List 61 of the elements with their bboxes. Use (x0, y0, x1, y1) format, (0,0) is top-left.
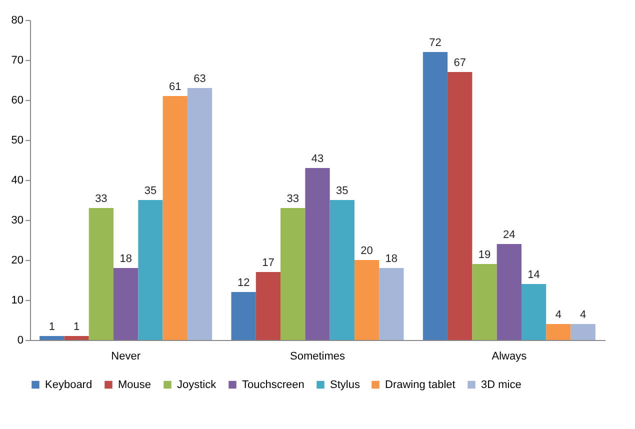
data-label: 18 (385, 253, 398, 265)
data-label: 17 (262, 257, 274, 269)
data-label: 4 (555, 309, 562, 321)
bar (472, 264, 497, 340)
data-label: 61 (168, 81, 182, 93)
bar (187, 88, 212, 340)
data-label: 67 (454, 57, 466, 69)
bar (280, 208, 306, 340)
data-label: 18 (120, 253, 132, 265)
bar (64, 336, 89, 340)
legend-label: Keyboard (45, 378, 92, 391)
data-label: 33 (286, 193, 299, 205)
legend-label: Joystick (177, 378, 217, 391)
legend-label: 3D mice (481, 378, 522, 391)
legend-label: Touchscreen (242, 378, 304, 391)
bar (379, 268, 404, 340)
legend-label: Mouse (118, 378, 152, 391)
data-label: 14 (528, 269, 540, 281)
y-tick-label: 0 (17, 334, 24, 346)
data-label: 43 (311, 153, 324, 165)
bar (138, 200, 163, 340)
x-tick-label: Sometimes (290, 350, 346, 362)
data-label: 63 (194, 73, 206, 85)
bar (162, 96, 188, 340)
y-tick-label: 70 (11, 54, 24, 66)
x-tick-label: Never (111, 350, 141, 362)
bar (521, 284, 546, 340)
data-label: 72 (429, 37, 442, 49)
bar (305, 168, 330, 340)
y-tick-label: 80 (11, 14, 24, 26)
data-label: 24 (503, 229, 516, 241)
y-tick-label: 20 (11, 254, 24, 266)
bar (354, 260, 380, 340)
bar (330, 200, 354, 340)
data-label: 35 (336, 185, 348, 197)
bar (88, 208, 114, 340)
bar (422, 52, 448, 340)
bar (114, 268, 138, 340)
data-label: 35 (144, 185, 157, 197)
data-label: 1 (73, 321, 80, 333)
x-tick-label: Always (492, 350, 528, 362)
data-label: 12 (237, 277, 250, 289)
y-tick-label: 10 (11, 294, 24, 306)
y-tick-label: 30 (11, 214, 24, 226)
data-label: 20 (360, 245, 373, 257)
bar (256, 272, 281, 340)
data-label: 19 (478, 249, 491, 261)
y-tick-label: 60 (11, 94, 24, 106)
bar (231, 292, 256, 340)
y-tick-label: 50 (11, 134, 24, 146)
data-label: 1 (48, 321, 55, 333)
data-label: 33 (95, 193, 108, 205)
bar (496, 244, 522, 340)
y-tick-label: 40 (11, 174, 24, 186)
legend-label: Drawing tablet (385, 378, 456, 391)
data-label: 4 (580, 309, 586, 321)
legend-label: Stylus (330, 378, 360, 391)
bar (448, 72, 472, 340)
bar (546, 324, 571, 340)
bar (40, 336, 64, 340)
bar (570, 324, 596, 340)
